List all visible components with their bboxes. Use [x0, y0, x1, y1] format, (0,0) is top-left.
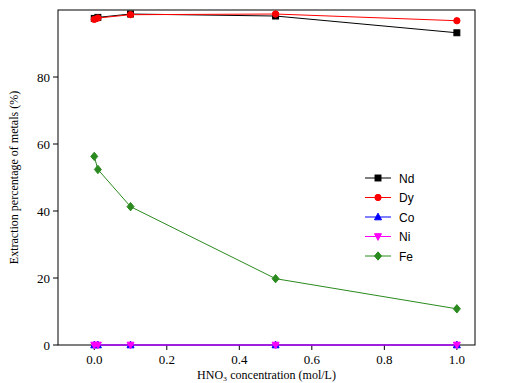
data-point — [94, 342, 101, 349]
legend-label: Co — [399, 211, 415, 225]
data-point — [91, 152, 98, 160]
legend-marker — [375, 194, 381, 200]
legend: Nd Dy Co Ni Fe — [365, 172, 415, 264]
data-point — [95, 14, 101, 20]
data-point — [453, 342, 460, 349]
y-tick — [53, 278, 58, 279]
x-tick-label: 0.8 — [376, 352, 392, 367]
legend-marker — [375, 213, 382, 220]
x-tick-label: 0.4 — [231, 352, 248, 367]
plot-data — [91, 11, 461, 349]
plot-frame — [58, 10, 475, 345]
y-tick-label: 0 — [44, 338, 51, 353]
legend-marker — [375, 175, 381, 181]
x-tick — [239, 345, 240, 350]
x-axis-label: HNO₃ concentration (mol/L) — [197, 368, 336, 382]
legend-label: Ni — [399, 230, 410, 244]
y-tick — [53, 211, 58, 212]
x-tick-label: 0.6 — [304, 352, 321, 367]
data-point — [454, 30, 460, 36]
data-point — [272, 274, 279, 282]
x-tick — [311, 345, 312, 350]
y-tick-label: 40 — [37, 204, 50, 219]
y-tick-label: 20 — [37, 271, 50, 286]
data-point — [453, 305, 460, 313]
x-tick-label: 1.0 — [449, 352, 465, 367]
chart: 0.0 0.2 0.4 0.6 0.8 1.0 0 20 40 60 80 HNO₃ concentr… — [0, 0, 508, 383]
y-tick — [53, 345, 58, 346]
legend-marker — [375, 234, 382, 241]
data-point — [272, 11, 278, 17]
legend-marker — [375, 252, 382, 260]
x-tick — [166, 345, 167, 350]
data-point — [128, 11, 134, 17]
data-point — [127, 12, 133, 18]
data-point — [94, 165, 101, 173]
y-tick — [53, 144, 58, 145]
data-point — [454, 18, 460, 24]
x-tick-label: 0.2 — [159, 352, 175, 367]
data-point — [127, 342, 134, 349]
x-tick-label: 0.0 — [86, 352, 102, 367]
data-point — [127, 202, 134, 210]
legend-label: Fe — [399, 250, 413, 264]
y-tick-label: 60 — [37, 137, 50, 152]
data-point — [95, 15, 101, 21]
legend-label: Nd — [399, 172, 414, 186]
y-tick-label: 80 — [37, 70, 50, 85]
y-tick — [53, 77, 58, 78]
y-axis-label: Extraction percentage of metals (%) — [7, 91, 21, 264]
x-tick — [384, 345, 385, 350]
series-line — [94, 156, 457, 308]
data-point — [272, 342, 279, 349]
legend-label: Dy — [399, 191, 414, 205]
